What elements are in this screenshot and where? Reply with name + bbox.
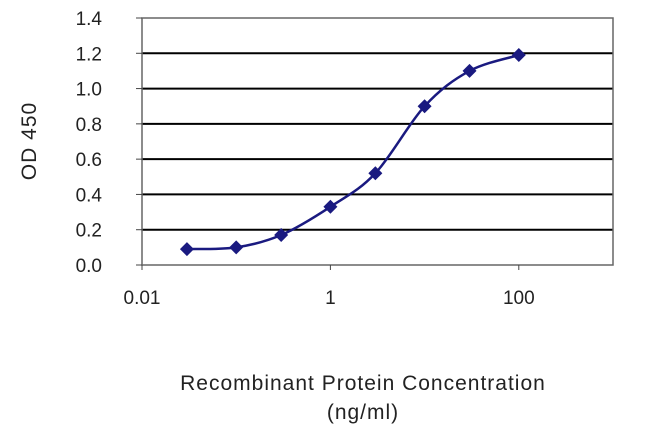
data-point-marker	[229, 240, 244, 255]
y-tick-label: 0.2	[76, 221, 102, 242]
x-axis-unit: (ng/ml)	[327, 401, 399, 424]
x-tick-label: 100	[503, 288, 535, 309]
y-tick-label: 0.0	[76, 256, 102, 277]
x-axis-title: Recombinant Protein Concentration	[180, 372, 546, 395]
data-point-marker	[368, 166, 383, 181]
y-tick-label: 0.4	[76, 185, 103, 206]
grid-lines	[142, 52, 613, 231]
series-line	[186, 53, 520, 251]
data-point-marker	[417, 99, 432, 114]
data-point-marker	[511, 48, 526, 63]
data-point-marker	[323, 199, 338, 214]
y-tick-label: 0.8	[76, 115, 102, 136]
y-tick-label: 1.2	[76, 44, 102, 65]
y-axis-title: OD 450	[18, 102, 41, 180]
x-tick-label: 0.01	[124, 288, 161, 309]
x-tick-label: 1	[325, 288, 336, 309]
data-series	[179, 48, 526, 257]
x-axis: 0.01 1 100	[124, 265, 535, 309]
y-tick-label: 0.6	[76, 150, 102, 171]
y-axis: 0.0 0.2 0.4 0.6 0.8 1.0 1.2 1.4	[76, 9, 142, 277]
plot-frame	[141, 17, 614, 266]
y-tick-label: 1.0	[76, 80, 102, 101]
y-tick-label: 1.4	[76, 9, 103, 30]
data-point-marker	[274, 228, 289, 243]
data-point-marker	[462, 63, 477, 78]
data-point-marker	[179, 242, 194, 257]
